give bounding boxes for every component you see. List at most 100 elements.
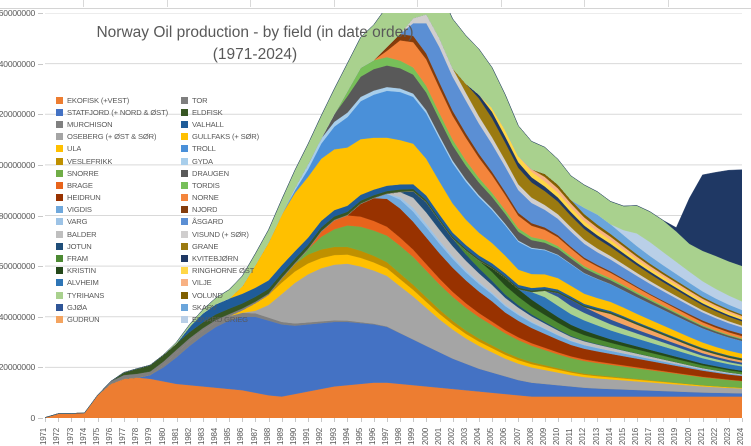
legend-item-label: SKARV <box>192 302 217 312</box>
legend-item[interactable]: SKARV <box>181 301 306 313</box>
x-axis-tick <box>715 418 717 422</box>
legend-item[interactable]: VALHALL <box>181 118 306 130</box>
legend-item[interactable]: GJØA <box>56 301 181 313</box>
x-axis-tick-label: 1972 <box>52 428 62 445</box>
legend-item[interactable]: BALDER <box>56 228 181 240</box>
x-axis-tick <box>584 418 586 422</box>
legend-item-label: HEIDRUN <box>67 193 101 203</box>
spreadsheet-cell[interactable] <box>334 0 419 7</box>
legend-swatch-icon <box>181 96 188 104</box>
legend-item[interactable]: SNORRE <box>56 167 181 179</box>
x-axis-tick-label: 2005 <box>486 428 496 445</box>
legend-item-label: VISUND (+ SØR) <box>192 229 249 239</box>
x-axis-tick-label: 2006 <box>499 428 509 445</box>
x-axis-tick-label: 1998 <box>394 428 404 445</box>
y-axis-tick-label: 80000000 <box>0 210 35 221</box>
legend-swatch-icon <box>181 230 188 238</box>
legend-swatch-icon <box>181 108 188 116</box>
legend-item[interactable]: EKOFISK (+VEST) <box>56 94 181 106</box>
spreadsheet-cell[interactable] <box>0 0 85 7</box>
legend-item-label: NORNE <box>192 193 219 203</box>
legend-item[interactable]: VOLUND <box>181 289 306 301</box>
y-axis-tick <box>38 164 43 166</box>
legend-item[interactable]: ELDFISK <box>181 106 306 118</box>
x-axis-tick-label: 2012 <box>578 428 588 445</box>
x-axis-tick-label: 2021 <box>696 428 706 445</box>
x-axis-tick <box>742 418 743 422</box>
x-axis-tick <box>400 418 402 422</box>
x-axis-tick <box>163 418 165 422</box>
legend-item-label: TROLL <box>192 144 216 154</box>
legend-item[interactable]: OSEBERG (+ ØST & SØR) <box>56 131 181 143</box>
legend-item-label: TOR <box>192 95 208 105</box>
spreadsheet-cell[interactable] <box>668 0 751 7</box>
legend-swatch-icon <box>56 218 63 226</box>
spreadsheet-cell[interactable] <box>83 0 168 7</box>
legend-item[interactable]: EDVARD GRIEG <box>181 313 306 325</box>
legend-item[interactable]: NORNE <box>181 192 306 204</box>
legend-item[interactable]: GYDA <box>181 155 306 167</box>
x-axis-tick <box>386 418 388 422</box>
legend-swatch-icon <box>56 255 63 263</box>
spreadsheet-cell[interactable] <box>250 0 335 7</box>
x-axis-tick <box>597 418 599 422</box>
legend-item[interactable]: KRISTIN <box>56 265 181 277</box>
x-axis-tick <box>268 418 270 422</box>
x-axis-tick-label: 2022 <box>709 428 719 445</box>
x-axis-tick <box>663 418 665 422</box>
spreadsheet-cell[interactable] <box>167 0 252 7</box>
legend-item[interactable]: BRAGE <box>56 179 181 191</box>
y-axis-tick-label: 100000000 <box>0 159 35 170</box>
spreadsheet-cell[interactable] <box>584 0 669 7</box>
legend-item[interactable]: TORDIS <box>181 179 306 191</box>
x-axis-tick-label: 1991 <box>302 428 312 445</box>
legend-item[interactable]: TROLL <box>181 143 306 155</box>
legend-item[interactable]: VARG <box>56 216 181 228</box>
legend-item[interactable]: KVITEBJØRN <box>181 252 306 264</box>
legend-item[interactable]: FRAM <box>56 252 181 264</box>
legend-item[interactable]: GRANE <box>181 240 306 252</box>
legend-swatch-icon <box>56 303 63 311</box>
x-axis-tick <box>452 418 454 422</box>
legend-item[interactable]: STATFJORD (+ NORD & ØST) <box>56 106 181 118</box>
legend-item[interactable]: VIGDIS <box>56 204 181 216</box>
legend-item[interactable]: DRAUGEN <box>181 167 306 179</box>
legend-item[interactable]: MURCHISON <box>56 118 181 130</box>
x-axis-tick <box>505 418 507 422</box>
legend-swatch-icon <box>56 96 63 104</box>
x-axis-tick-label: 2024 <box>736 428 746 445</box>
legend-swatch-icon <box>56 120 63 128</box>
legend-item[interactable]: HEIDRUN <box>56 192 181 204</box>
legend-item[interactable]: ULA <box>56 143 181 155</box>
legend-item-label: BRAGE <box>67 180 93 190</box>
x-axis-tick <box>623 418 625 422</box>
chart-legend: EKOFISK (+VEST) STATFJORD (+ NORD & ØST) M… <box>56 94 306 326</box>
legend-item[interactable]: TOR <box>181 94 306 106</box>
x-axis-tick <box>610 418 612 422</box>
x-axis-tick-label: 2001 <box>433 428 443 445</box>
legend-item[interactable]: VISUND (+ SØR) <box>181 228 306 240</box>
spreadsheet-cell[interactable] <box>501 0 586 7</box>
legend-item[interactable]: GUDRUN <box>56 313 181 325</box>
legend-item-label: MURCHISON <box>67 119 113 129</box>
legend-item[interactable]: JOTUN <box>56 240 181 252</box>
x-axis-tick-label: 1999 <box>407 428 417 445</box>
legend-item[interactable]: TYRIHANS <box>56 289 181 301</box>
legend-item[interactable]: GULLFAKS (+ SØR) <box>181 131 306 143</box>
x-axis-tick-label: 1973 <box>65 428 75 445</box>
legend-swatch-icon <box>56 194 63 202</box>
x-axis-tick-label: 1989 <box>275 428 285 445</box>
legend-item-label: VIGDIS <box>67 205 92 215</box>
legend-item[interactable]: NJORD <box>181 204 306 216</box>
legend-item[interactable]: VESLEFRIKK <box>56 155 181 167</box>
legend-item-label: VILJE <box>192 278 212 288</box>
legend-item[interactable]: ALVHEIM <box>56 277 181 289</box>
x-axis-tick-label: 1997 <box>381 428 391 445</box>
y-axis: 0 20000000 40000000 60000000 80000000 1000000… <box>0 8 43 423</box>
x-axis-tick-label: 2008 <box>525 428 535 445</box>
legend-item[interactable]: ÅSGARD <box>181 216 306 228</box>
legend-item[interactable]: RINGHORNE ØST <box>181 265 306 277</box>
legend-item-label: SNORRE <box>67 168 99 178</box>
legend-item[interactable]: VILJE <box>181 277 306 289</box>
spreadsheet-cell[interactable] <box>417 0 502 7</box>
